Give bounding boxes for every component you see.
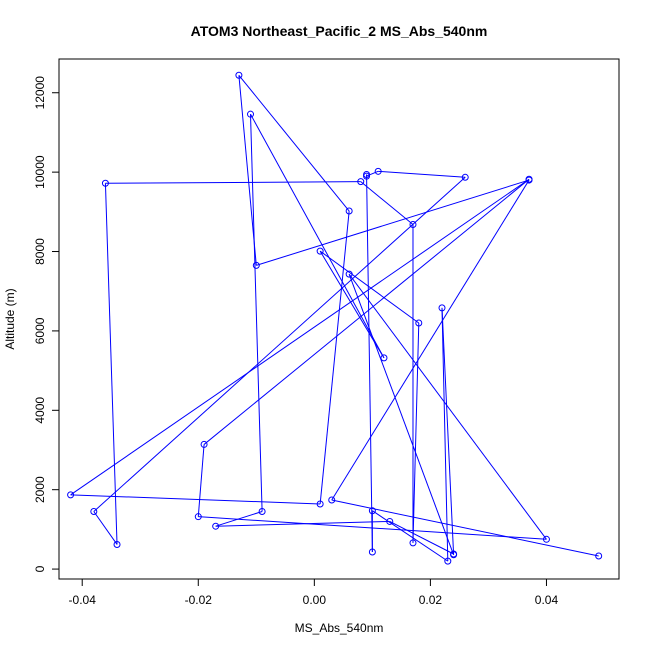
- y-tick-label: 12000: [33, 76, 47, 110]
- x-tick-label: -0.04: [69, 593, 97, 607]
- y-tick-label: 0: [33, 565, 47, 572]
- series-segment: [319, 250, 420, 324]
- data-point: [252, 261, 260, 269]
- data-point: [415, 319, 423, 327]
- data-point: [368, 548, 376, 556]
- data-point: [328, 496, 336, 504]
- data-point: [345, 207, 353, 215]
- series-path: [70, 74, 599, 562]
- data-point: [461, 173, 469, 181]
- data-point: [409, 221, 417, 229]
- series-segment: [256, 179, 530, 266]
- y-tick-label: 8000: [33, 238, 47, 265]
- series-segment: [93, 176, 466, 512]
- data-point: [438, 304, 446, 312]
- data-point: [235, 71, 243, 79]
- series-segment: [197, 444, 205, 517]
- series-segment: [441, 307, 449, 562]
- series-segment: [348, 273, 547, 540]
- series-segment: [238, 75, 257, 266]
- series-segment: [104, 183, 118, 545]
- data-point: [101, 179, 109, 187]
- chart-title: ATOM3 Northeast_Pacific_2 MS_Abs_540nm: [191, 23, 488, 39]
- plot-frame: [58, 58, 620, 580]
- data-point: [363, 171, 371, 179]
- data-point: [409, 539, 417, 547]
- series-segment: [372, 510, 449, 562]
- data-point: [542, 535, 550, 543]
- data-point: [200, 440, 208, 448]
- y-tick-label: 4000: [33, 397, 47, 424]
- x-tick-label: -0.02: [185, 593, 213, 607]
- series-segment: [389, 520, 454, 555]
- data-point: [247, 110, 255, 118]
- series-segment: [319, 210, 350, 505]
- series-segment: [366, 174, 373, 553]
- series-segment: [198, 516, 547, 540]
- data-point: [212, 522, 220, 530]
- y-tick-label: 6000: [33, 317, 47, 344]
- x-axis-label: MS_Abs_540nm: [295, 621, 384, 635]
- y-tick-label: 10000: [33, 155, 47, 189]
- data-point: [357, 178, 365, 186]
- x-tick-label: 0.04: [535, 593, 559, 607]
- series-segment: [250, 113, 385, 359]
- series-markers: [67, 71, 603, 565]
- data-point: [595, 552, 603, 560]
- y-axis: 0 2000 4000 6000 8000 10000 12000: [33, 76, 60, 572]
- series-segment: [441, 307, 455, 555]
- data-point: [67, 491, 75, 499]
- series-segment: [331, 499, 599, 557]
- data-point: [113, 540, 121, 548]
- data-point: [316, 500, 324, 508]
- x-axis: -0.04 -0.02 0.00 0.02 0.04: [69, 578, 559, 607]
- series-segment: [250, 114, 263, 512]
- data-point: [525, 176, 533, 184]
- series-segment: [93, 511, 118, 545]
- series-segment: [203, 178, 530, 445]
- data-point: [450, 551, 458, 559]
- x-tick-label: 0.02: [419, 593, 443, 607]
- data-point: [386, 517, 394, 525]
- data-point: [316, 247, 324, 255]
- data-point: [368, 507, 376, 515]
- series-segment: [360, 181, 414, 225]
- data-point: [374, 167, 382, 175]
- series-segment: [366, 170, 379, 177]
- series-segment: [238, 74, 350, 212]
- data-point: [194, 513, 202, 521]
- series-segment: [412, 322, 420, 543]
- series-segment: [70, 494, 321, 505]
- data-point: [444, 557, 452, 565]
- series-segment: [331, 179, 530, 501]
- series-segment: [378, 170, 466, 178]
- y-tick-label: 2000: [33, 476, 47, 503]
- series-segment: [105, 181, 361, 184]
- y-axis-label: Altitude (m): [3, 288, 17, 349]
- data-point: [380, 354, 388, 362]
- series-segment: [70, 178, 530, 496]
- data-point: [258, 508, 266, 516]
- data-point: [345, 270, 353, 278]
- x-tick-label: 0.00: [303, 593, 327, 607]
- series-segment: [348, 273, 455, 555]
- data-point: [90, 508, 98, 516]
